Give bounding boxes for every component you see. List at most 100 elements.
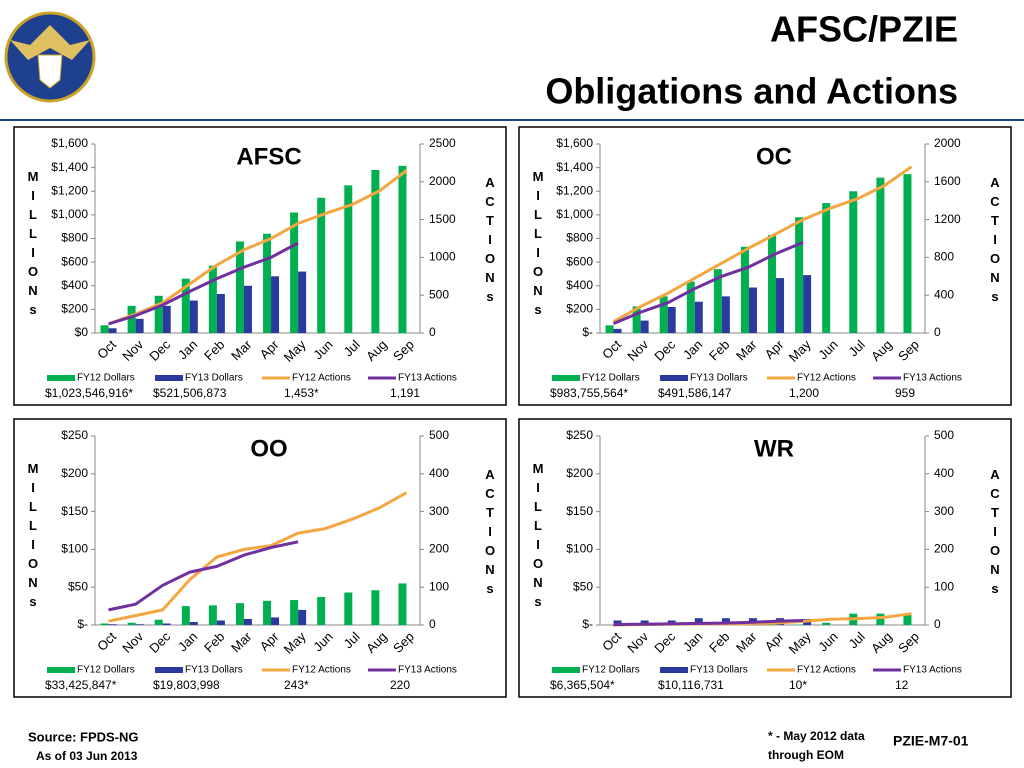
y2-tick-label: 2500	[429, 136, 456, 150]
y-tick-label: $1,200	[51, 183, 88, 197]
legend-label: FY12 Actions	[797, 665, 856, 676]
y-tick-label: $50	[68, 579, 88, 593]
y2-tick-label: 800	[934, 250, 954, 264]
x-tick-label: Mar	[228, 336, 255, 363]
x-tick-label: Mar	[733, 628, 760, 655]
bar	[371, 169, 380, 333]
y-tick-label: $-	[582, 617, 593, 631]
x-tick-label: Jul	[845, 629, 867, 651]
bar	[127, 622, 136, 625]
legend-label: FY13 Dollars	[185, 373, 243, 384]
legend-label: FY12 Dollars	[582, 373, 640, 384]
legend-label: FY13 Actions	[398, 373, 457, 384]
line-series	[107, 169, 408, 326]
y2-tick-label: 500	[934, 428, 954, 442]
y-tick-label: $800	[61, 231, 88, 245]
legend-total: $33,425,847*	[45, 678, 117, 692]
bar	[243, 618, 252, 625]
legend-label: FY12 Actions	[797, 373, 856, 384]
legend-total: $983,755,564*	[550, 386, 628, 400]
bar	[317, 597, 326, 625]
y2-tick-label: 1000	[429, 250, 456, 264]
y-axis-label: MILLIONs	[531, 461, 546, 613]
legend-label: FY13 Actions	[903, 373, 962, 384]
chart-title: OO	[250, 435, 287, 462]
y-tick-label: $-	[77, 617, 88, 631]
header-title: Obligations and Actions	[545, 71, 958, 112]
chart-panel: $- $50 $100 $150 $200 $250 0 100 200 300 400 500 OO M…	[13, 418, 507, 698]
bar	[768, 234, 777, 333]
y2-tick-label: 300	[429, 504, 449, 518]
bar	[135, 624, 144, 625]
legend-label: FY12 Actions	[292, 665, 351, 676]
y2-tick-label: 1500	[429, 212, 456, 226]
line-series	[108, 241, 299, 326]
legend-total: 1,191	[390, 386, 420, 400]
bar	[235, 603, 244, 625]
bar	[263, 600, 272, 625]
x-tick-label: May	[281, 337, 309, 365]
x-tick-label: Aug	[868, 629, 895, 656]
bar	[127, 305, 136, 333]
x-tick-label: Aug	[363, 629, 390, 656]
line-series	[612, 241, 804, 325]
bar	[613, 328, 622, 333]
legend-label: FY12 Dollars	[77, 373, 135, 384]
x-tick-label: Feb	[201, 337, 227, 363]
y-tick-label: $600	[61, 254, 88, 268]
chart-panel: $0 $200 $400 $600 $800 $1,000 $1,200 $1,400 $1,6…	[13, 126, 507, 406]
bar	[903, 614, 912, 625]
x-tick-label: Dec	[651, 337, 678, 364]
source: Source: FPDS-NG	[28, 729, 139, 744]
y2-tick-label: 200	[429, 542, 449, 556]
x-tick-label: Jan	[680, 629, 705, 654]
y-tick-label: $400	[61, 278, 88, 292]
chart-panel: $- $200 $400 $600 $800 $1,000 $1,200 $1,400 $1,6…	[518, 126, 1012, 406]
x-tick-label: Jan	[175, 337, 200, 362]
x-tick-label: Nov	[624, 337, 651, 364]
line-series	[612, 165, 913, 324]
y-tick-label: $1,000	[556, 207, 593, 221]
x-tick-label: Apr	[257, 336, 282, 361]
chart-title: WR	[754, 435, 794, 462]
bar	[694, 618, 703, 625]
x-tick-label: Sep	[895, 337, 922, 364]
bar	[694, 301, 703, 333]
bar	[100, 623, 109, 625]
panel-border	[13, 126, 507, 406]
x-tick-label: May	[281, 629, 309, 657]
y2-tick-label: 100	[934, 579, 954, 593]
bar	[640, 320, 649, 333]
x-tick-label: Feb	[706, 337, 732, 363]
legend-total: 243*	[284, 678, 309, 692]
bar	[795, 217, 804, 333]
y2-tick-label: 200	[934, 542, 954, 556]
bar	[135, 318, 144, 333]
bar	[659, 296, 668, 333]
x-tick-label: May	[786, 629, 814, 657]
y2-tick-label: 500	[429, 287, 449, 301]
bar	[189, 300, 198, 333]
legend-label: FY13 Dollars	[690, 373, 748, 384]
x-tick-label: Apr	[762, 628, 787, 653]
y-tick-label: $1,000	[51, 207, 88, 221]
y2-tick-label: 2000	[429, 174, 456, 188]
bar	[100, 325, 109, 333]
logo	[4, 11, 96, 103]
x-tick-label: Sep	[390, 337, 417, 364]
x-tick-label: Nov	[119, 629, 146, 656]
bar	[298, 609, 307, 625]
y2-tick-label: 0	[429, 617, 436, 631]
x-tick-label: Apr	[257, 628, 282, 653]
bar	[667, 307, 676, 333]
x-tick-label: Dec	[146, 337, 173, 364]
y-tick-label: $150	[61, 504, 88, 518]
y2-tick-label: 100	[429, 579, 449, 593]
y-tick-label: $600	[566, 254, 593, 268]
bar	[613, 620, 622, 625]
bar	[849, 191, 858, 333]
bar	[290, 212, 299, 333]
as-of: As of 03 Jun 2013	[36, 749, 138, 763]
x-tick-label: Apr	[762, 336, 787, 361]
bar	[263, 233, 272, 333]
